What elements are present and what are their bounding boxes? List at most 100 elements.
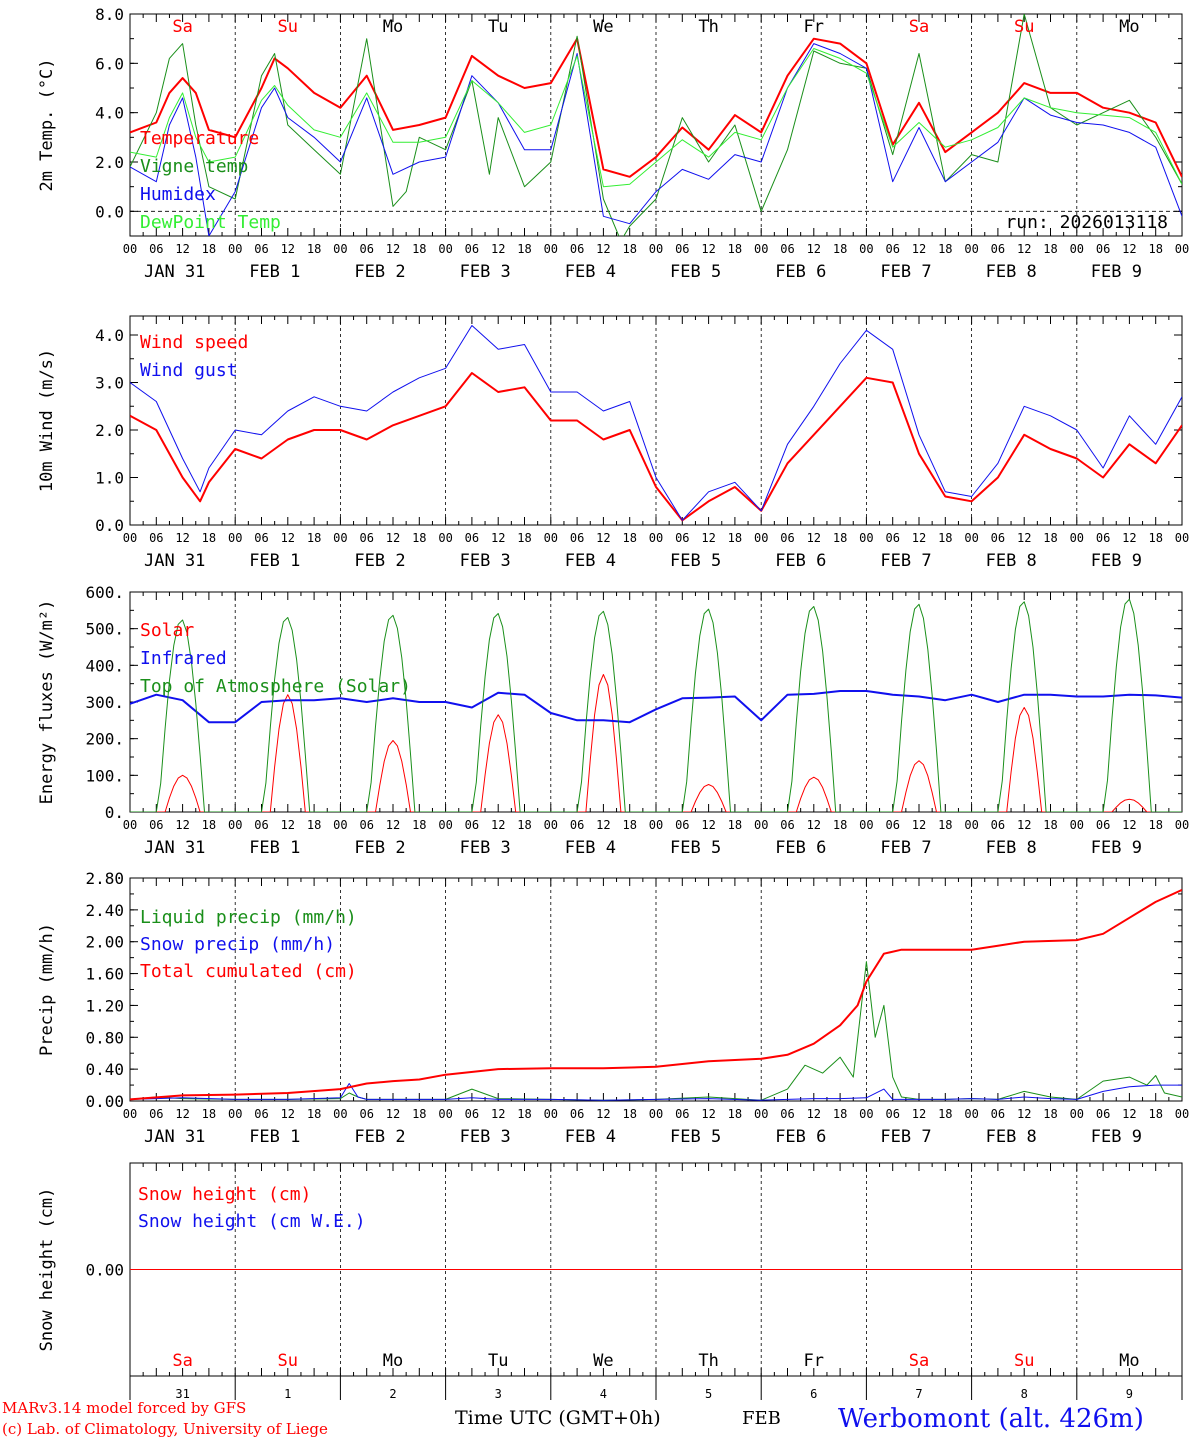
date-label: JAN 31 <box>144 1127 205 1147</box>
hour-tick-label: 12 <box>386 242 400 256</box>
hour-tick-label: 12 <box>1122 1107 1136 1121</box>
y-axis-label: Energy fluxes (W/m²) <box>37 600 57 805</box>
y-tick-label: 8.0 <box>95 5 124 24</box>
hour-tick-label: 00 <box>649 1107 663 1121</box>
hour-tick-label: 18 <box>412 1107 426 1121</box>
y-tick-label: 500. <box>85 620 124 639</box>
hour-tick-label: 12 <box>491 531 505 545</box>
series-line-humidex <box>130 43 1182 236</box>
hour-tick-label: 00 <box>859 818 873 832</box>
hour-tick-label: 18 <box>938 1107 952 1121</box>
hour-tick-label: 18 <box>202 531 216 545</box>
y-tick-label: 0. <box>105 803 124 822</box>
hour-tick-label: 18 <box>1148 531 1162 545</box>
date-label: FEB 1 <box>249 551 300 571</box>
hour-tick-label: 00 <box>123 242 137 256</box>
hour-tick-label: 00 <box>964 242 978 256</box>
y-axis-label: Snow height (cm) <box>37 1188 57 1352</box>
series-line-temperature <box>130 37 1182 178</box>
hour-tick-label: 12 <box>807 531 821 545</box>
hour-tick-label: 18 <box>833 531 847 545</box>
hour-tick-label: 12 <box>386 818 400 832</box>
hour-tick-label: 00 <box>544 1107 558 1121</box>
y-axis-label: Precip (mm/h) <box>37 923 57 1056</box>
hour-tick-label: 00 <box>1070 818 1084 832</box>
legend-entry: Infrared <box>140 648 227 669</box>
hour-tick-label: 06 <box>149 818 163 832</box>
hour-tick-label: 06 <box>675 1107 689 1121</box>
panel-5: 0.00 Snow height (cm) Snow height (cm) Snow… <box>37 1162 1183 1401</box>
hour-tick-label: 12 <box>491 242 505 256</box>
weekday-label: We <box>593 1351 613 1371</box>
hour-tick-label: 18 <box>938 242 952 256</box>
series-line-wind-gust <box>130 325 1182 521</box>
hour-tick-label: 06 <box>1096 531 1110 545</box>
model-credit: MARv3.14 model forced by GFS <box>2 1399 246 1417</box>
weekday-label: Mo <box>1119 1351 1139 1371</box>
hour-tick-label: 00 <box>964 1107 978 1121</box>
hour-tick-label: 00 <box>1175 1107 1189 1121</box>
hour-tick-label: 18 <box>412 818 426 832</box>
hour-tick-label: 06 <box>359 1107 373 1121</box>
series-line-total-cumulated-cm- <box>130 888 1182 1101</box>
legend-entry: Liquid precip (mm/h) <box>140 907 357 928</box>
weekday-label: Sa <box>909 17 929 37</box>
y-tick-label: 0.0 <box>95 202 124 221</box>
y-tick-label: 0.00 <box>85 1092 124 1111</box>
date-label: FEB 6 <box>775 838 826 858</box>
day-number-label: 2 <box>389 1387 396 1401</box>
hour-tick-label: 18 <box>307 242 321 256</box>
date-label: FEB 2 <box>354 838 405 858</box>
hour-tick-label: 06 <box>254 818 268 832</box>
weekday-label: Sa <box>172 17 192 37</box>
series-group <box>130 325 1182 522</box>
hour-tick-label: 18 <box>1148 1107 1162 1121</box>
hour-tick-label: 18 <box>938 818 952 832</box>
hour-tick-label: 06 <box>885 242 899 256</box>
hour-tick-label: 00 <box>859 531 873 545</box>
hour-tick-label: 06 <box>780 531 794 545</box>
hour-tick-label: 18 <box>728 531 742 545</box>
hour-tick-label: 06 <box>780 818 794 832</box>
hour-tick-label: 12 <box>175 242 189 256</box>
hour-tick-label: 12 <box>701 242 715 256</box>
hour-tick-label: 12 <box>1122 818 1136 832</box>
legend-entry: Humidex <box>140 184 216 205</box>
hour-tick-label: 00 <box>544 242 558 256</box>
hour-tick-label: 06 <box>149 242 163 256</box>
day-number-label: 1 <box>284 1387 291 1401</box>
hour-tick-label: 00 <box>544 818 558 832</box>
weekday-label: Th <box>698 17 718 37</box>
date-label: FEB 8 <box>986 262 1037 282</box>
hour-tick-label: 12 <box>1017 531 1031 545</box>
hour-tick-label: 00 <box>228 818 242 832</box>
date-label: FEB 7 <box>880 838 931 858</box>
hour-tick-label: 06 <box>149 1107 163 1121</box>
hour-tick-label: 06 <box>1096 242 1110 256</box>
hour-tick-label: 18 <box>622 1107 636 1121</box>
hour-tick-label: 00 <box>123 531 137 545</box>
hour-tick-label: 00 <box>123 1107 137 1121</box>
hour-tick-label: 18 <box>833 1107 847 1121</box>
hour-tick-label: 06 <box>465 531 479 545</box>
y-tick-label: 1.0 <box>95 469 124 488</box>
y-axis-label: 10m Wind (m/s) <box>37 349 57 492</box>
hour-tick-label: 12 <box>386 1107 400 1121</box>
series-group <box>130 888 1182 1101</box>
hour-tick-label: 18 <box>833 242 847 256</box>
y-tick-label: 4.0 <box>95 104 124 123</box>
legend-entry: Temperature <box>140 128 259 149</box>
hour-tick-label: 12 <box>912 818 926 832</box>
hour-tick-label: 06 <box>1096 1107 1110 1121</box>
run-label: run: 2026013118 <box>1005 212 1168 233</box>
hour-tick-label: 18 <box>307 1107 321 1121</box>
y-tick-label: 6.0 <box>95 54 124 73</box>
y-tick-label: 600. <box>85 583 124 602</box>
hour-tick-label: 00 <box>228 242 242 256</box>
hour-tick-label: 06 <box>465 242 479 256</box>
hour-tick-label: 12 <box>807 1107 821 1121</box>
y-tick-label: 1.60 <box>85 965 124 984</box>
hour-tick-label: 06 <box>1096 818 1110 832</box>
hour-tick-label: 00 <box>1175 818 1189 832</box>
hour-tick-label: 06 <box>254 531 268 545</box>
